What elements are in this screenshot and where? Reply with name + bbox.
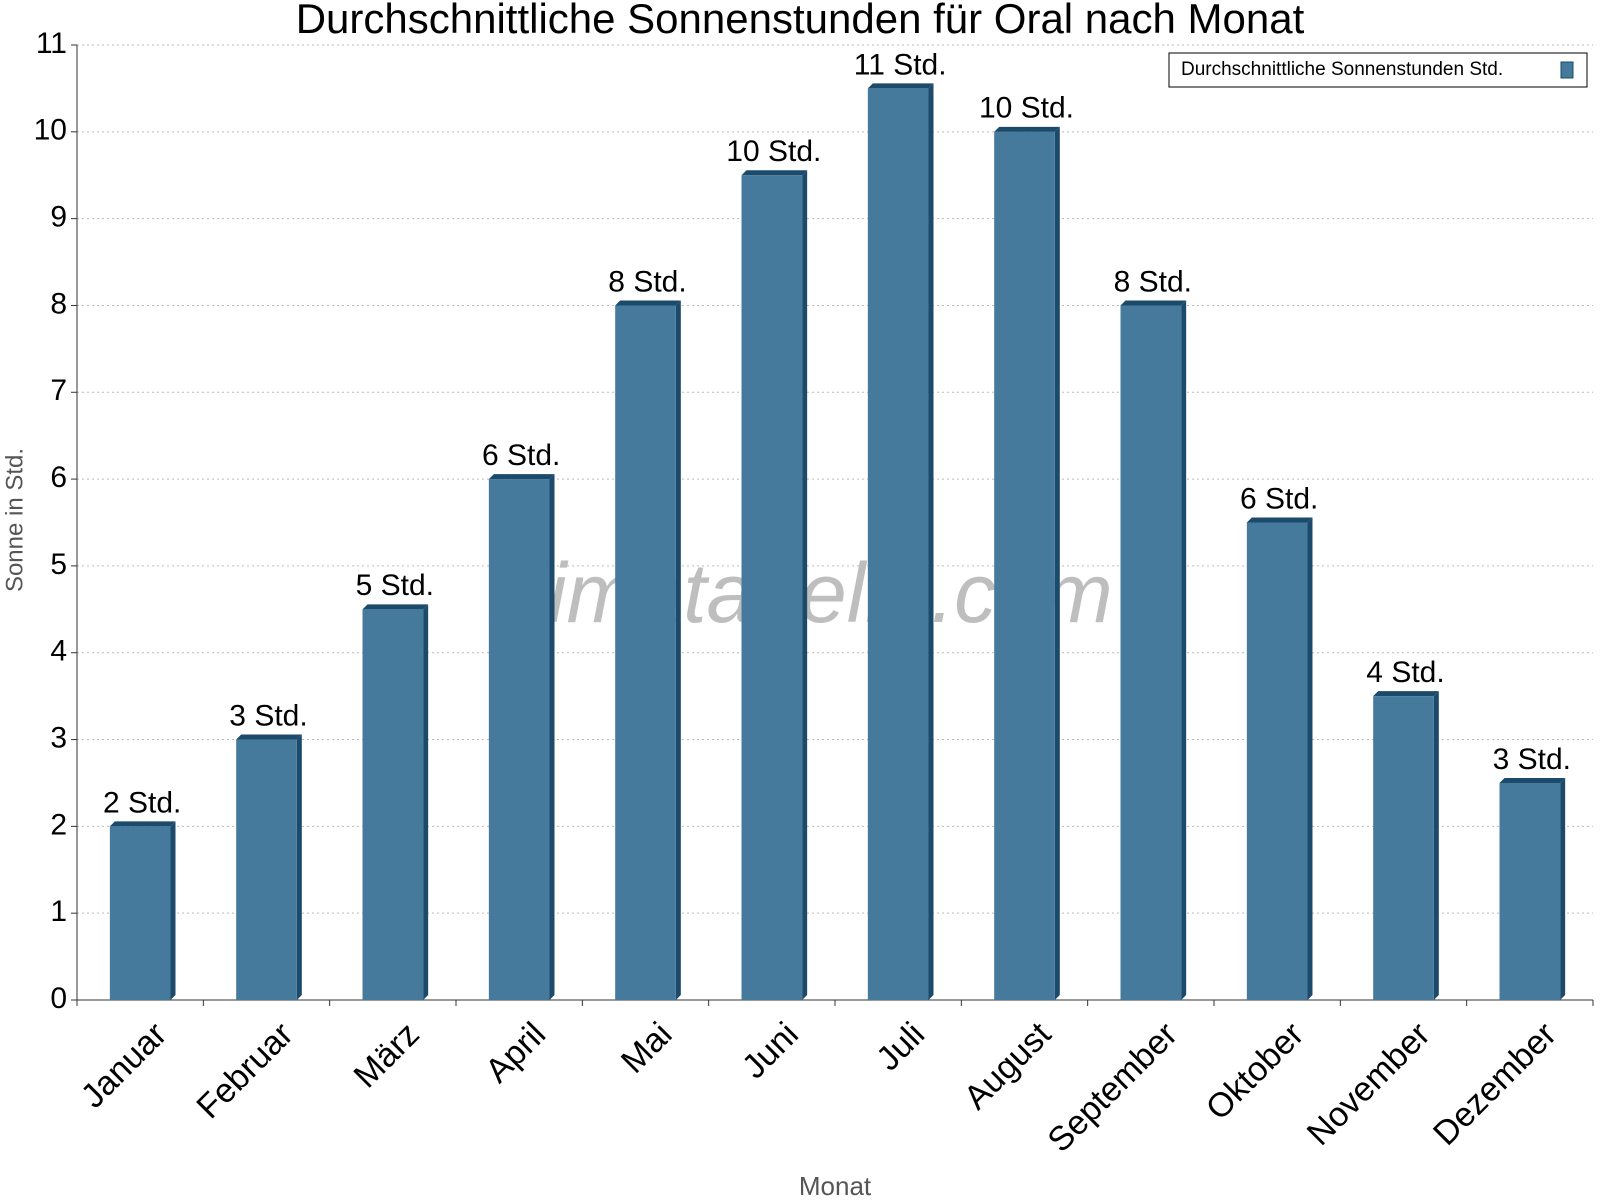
x-axis-title: Monat (799, 1171, 872, 1200)
bar (1373, 696, 1434, 1000)
data-label: 2 Std. (103, 786, 181, 819)
bar (1246, 522, 1308, 1000)
bar-side (1054, 126, 1060, 1001)
bar (867, 88, 929, 1001)
bar (362, 609, 424, 1000)
y-tick-label: 4 (50, 635, 67, 668)
bar-top (362, 604, 429, 610)
chart-title: Durchschnittliche Sonnenstunden für Oral… (296, 0, 1305, 42)
bar-top (1373, 691, 1439, 697)
y-tick-label: 6 (50, 461, 67, 494)
y-tick-label: 8 (50, 287, 67, 320)
data-label: 10 Std. (726, 135, 821, 168)
y-axis-title: Sonne in Std. (1, 448, 28, 592)
y-tick-label: 2 (50, 808, 67, 841)
bar-top (741, 170, 808, 176)
bar-top (1120, 300, 1187, 306)
bar-side (423, 604, 429, 1000)
data-label: 3 Std. (229, 699, 307, 732)
legend-label: Durchschnittliche Sonnenstunden Std. (1181, 59, 1503, 80)
data-label: 5 Std. (356, 569, 434, 602)
bar-side (802, 170, 808, 1000)
bar (615, 305, 676, 1000)
y-tick-label: 5 (50, 548, 67, 581)
bar-side (928, 83, 934, 1001)
data-label: 8 Std. (1114, 265, 1192, 298)
bar-side (1181, 300, 1187, 1000)
bar-top (488, 474, 555, 480)
bar-top (615, 300, 681, 306)
bar-side (1307, 517, 1313, 1000)
data-label: 3 Std. (1493, 743, 1571, 776)
bar-top (867, 83, 934, 89)
bar (741, 175, 803, 1000)
bar-top (1499, 777, 1566, 783)
y-tick-label: 7 (50, 374, 67, 407)
bar-top (236, 734, 302, 740)
data-label: 4 Std. (1366, 656, 1444, 689)
bar (109, 826, 171, 1000)
y-tick-label: 0 (50, 982, 67, 1015)
bar (488, 479, 550, 1000)
bar-side (1560, 777, 1566, 1000)
bar (1120, 305, 1182, 1000)
data-label: 6 Std. (482, 439, 560, 472)
legend-swatch (1560, 61, 1574, 79)
data-label: 8 Std. (608, 265, 686, 298)
bar (994, 131, 1055, 1000)
bar-side (170, 821, 176, 1000)
bar-top (994, 126, 1060, 132)
bar (1499, 782, 1561, 1000)
bar-top (1246, 517, 1313, 523)
data-label: 6 Std. (1240, 482, 1318, 515)
y-tick-label: 11 (36, 27, 67, 60)
y-tick-label: 1 (50, 895, 67, 928)
bar-side (296, 734, 302, 1000)
bar (236, 739, 297, 1000)
bar-side (1433, 691, 1439, 1000)
y-tick-label: 3 (50, 721, 67, 754)
y-tick-label: 9 (50, 201, 67, 234)
data-label: 10 Std. (979, 92, 1074, 125)
bar-top (109, 821, 176, 827)
y-tick-label: 10 (34, 114, 67, 147)
legend-box (1168, 52, 1588, 88)
bar-side (549, 474, 555, 1000)
bar-side (675, 300, 681, 1000)
data-label: 11 Std. (854, 48, 947, 81)
